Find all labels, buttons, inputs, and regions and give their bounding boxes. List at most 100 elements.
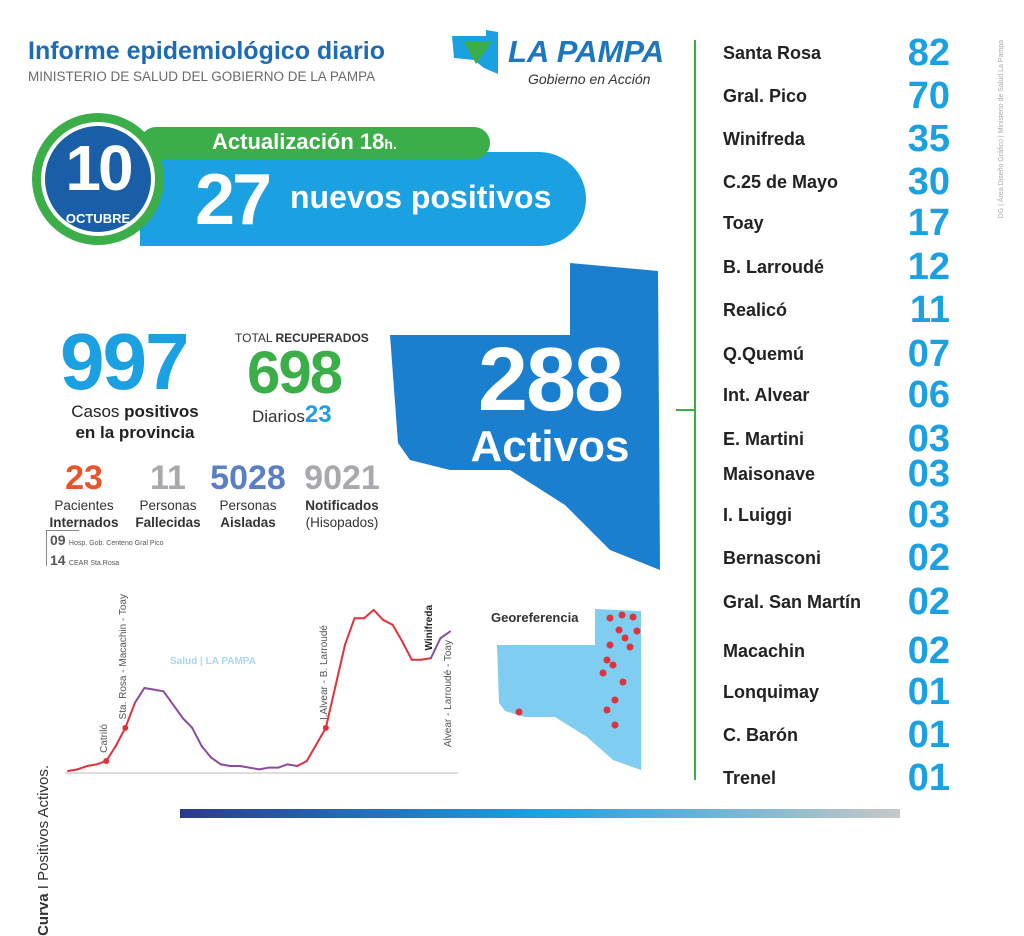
curve-segment bbox=[152, 688, 165, 693]
locality-name: Maisonave bbox=[723, 464, 816, 484]
curve-segment bbox=[124, 701, 136, 729]
locality-name: C. Barón bbox=[723, 725, 799, 745]
curve-marker bbox=[103, 758, 110, 765]
locality-count: 11 bbox=[909, 289, 950, 331]
locality-name: Trenel bbox=[723, 768, 777, 788]
stat-item: 5028 Personas Aisladas bbox=[208, 459, 288, 531]
curve-segment bbox=[258, 766, 270, 771]
locality-name: I. Luiggi bbox=[723, 505, 792, 525]
locality-name: Q.Quemú bbox=[723, 344, 805, 364]
locality-count: 82 bbox=[907, 32, 950, 74]
locality-name: Winifreda bbox=[723, 129, 805, 149]
recovered-label: TOTAL RECUPERADOS bbox=[235, 331, 369, 345]
locality-name: Int. Alvear bbox=[723, 385, 810, 405]
stat-sublabel: Fallecidas bbox=[135, 515, 201, 531]
curve-segment bbox=[439, 630, 451, 640]
stat-label: Notificados bbox=[305, 498, 379, 514]
locality-name: Lonquimay bbox=[723, 682, 820, 702]
locality-count: 03 bbox=[907, 494, 950, 536]
stat-sublabel: (Hisopados) bbox=[305, 515, 379, 531]
province-map bbox=[390, 263, 660, 570]
update-label: Actualización 18h. bbox=[212, 129, 397, 154]
stat-sublabel: Internados bbox=[49, 515, 119, 531]
stat-value: 9021 bbox=[304, 459, 380, 497]
stat-value: 11 bbox=[150, 459, 186, 497]
locality-count: 12 bbox=[907, 246, 950, 288]
locality-name: Gral. San Martín bbox=[723, 592, 862, 612]
update-banner bbox=[140, 127, 490, 159]
curve-segment bbox=[372, 608, 385, 621]
locality-name: Santa Rosa bbox=[723, 43, 822, 63]
locality-count: 02 bbox=[907, 581, 950, 623]
date-month: OCTUBRE bbox=[65, 211, 131, 226]
curve-segment bbox=[248, 766, 260, 771]
curve-segment bbox=[286, 763, 299, 768]
curve-marker bbox=[122, 724, 129, 731]
locality-count: 70 bbox=[907, 75, 950, 117]
logo-tagline: Gobierno en Acción bbox=[528, 71, 651, 87]
stat-sublabel: Aisladas bbox=[220, 515, 276, 531]
curve-segment bbox=[429, 637, 442, 660]
total-cases-label: Casos positivos en la provincia bbox=[71, 402, 199, 442]
georef-map bbox=[497, 609, 641, 770]
curve-segment bbox=[324, 685, 337, 729]
chart-annotation: I.Alvear - B. Larroudé bbox=[318, 624, 330, 720]
chart-annotation: Winifreda bbox=[423, 604, 435, 651]
curve-segment bbox=[363, 608, 375, 620]
stat-item: 11 Personas Fallecidas bbox=[126, 459, 210, 531]
curve-segment bbox=[296, 760, 308, 768]
curve-segment bbox=[200, 745, 213, 759]
locality-count: 35 bbox=[907, 118, 950, 160]
curve-marker bbox=[322, 724, 329, 731]
curve-segment bbox=[162, 690, 175, 706]
curve-segment bbox=[181, 716, 194, 729]
locality-name: Bernasconi bbox=[723, 548, 822, 568]
curve-segment bbox=[238, 765, 251, 769]
curve-segment bbox=[133, 687, 146, 704]
curve-segment bbox=[305, 743, 318, 763]
footer-bar bbox=[180, 809, 900, 818]
active-label: Activos bbox=[470, 422, 630, 471]
locality-name: Macachin bbox=[723, 641, 806, 661]
locality-name: Toay bbox=[723, 213, 764, 233]
locality-name: C.25 de Mayo bbox=[723, 172, 839, 192]
stat-item: 9021 Notificados (Hisopados) bbox=[296, 459, 388, 531]
chart-annotation: Sta. Rosa - Macachin - Toay bbox=[118, 594, 130, 720]
chart-title: Curva I Positivos Activos. bbox=[35, 765, 52, 936]
credit-text: DG | Área Diseño Gráfico | Ministerio de… bbox=[998, 40, 1005, 219]
new-cases-value: 27 bbox=[195, 160, 272, 240]
curve-segment bbox=[210, 756, 222, 766]
chart-annotation: Catriló bbox=[99, 724, 111, 754]
page-subtitle: MINISTERIO DE SALUD DEL GOBIERNO DE LA P… bbox=[28, 69, 376, 84]
chart-watermark: Salud | LA PAMPA bbox=[170, 656, 256, 667]
locality-name: Gral. Pico bbox=[723, 86, 808, 106]
active-value: 288 bbox=[477, 330, 624, 430]
curve-segment bbox=[382, 618, 394, 626]
total-cases-value: 997 bbox=[60, 317, 189, 406]
stat-label: Personas bbox=[139, 498, 197, 514]
locality-count: 03 bbox=[907, 453, 950, 495]
locality-count: 02 bbox=[907, 537, 950, 579]
curve-segment bbox=[114, 726, 127, 748]
georef-label: Georeferencia bbox=[491, 610, 579, 625]
hospital-breakdown: 09 Hosp. Gob. Centeno Gral Pico 14 CEAR … bbox=[50, 532, 164, 568]
curve-segment bbox=[334, 643, 346, 688]
locality-count: 03 bbox=[907, 418, 950, 460]
curve-segment bbox=[67, 768, 79, 772]
stat-value: 5028 bbox=[210, 459, 286, 497]
locality-count: 01 bbox=[907, 757, 950, 799]
curve-segment bbox=[420, 657, 432, 661]
locality-name: Realicó bbox=[723, 300, 788, 320]
locality-name: E. Martini bbox=[723, 429, 805, 449]
locality-count: 17 bbox=[907, 202, 950, 244]
recovered-daily: Diarios23 bbox=[252, 401, 332, 428]
curve-segment bbox=[401, 640, 413, 661]
stat-label: Personas bbox=[219, 498, 277, 514]
locality-count: 02 bbox=[907, 630, 950, 672]
date-day: 10 bbox=[65, 132, 133, 204]
locality-count: 07 bbox=[907, 333, 950, 375]
locality-count: 30 bbox=[907, 161, 950, 203]
chart-annotation: Alvear - Larroudé - Toay bbox=[443, 640, 454, 748]
stat-value: 23 bbox=[65, 459, 103, 497]
curve-segment bbox=[315, 726, 327, 746]
